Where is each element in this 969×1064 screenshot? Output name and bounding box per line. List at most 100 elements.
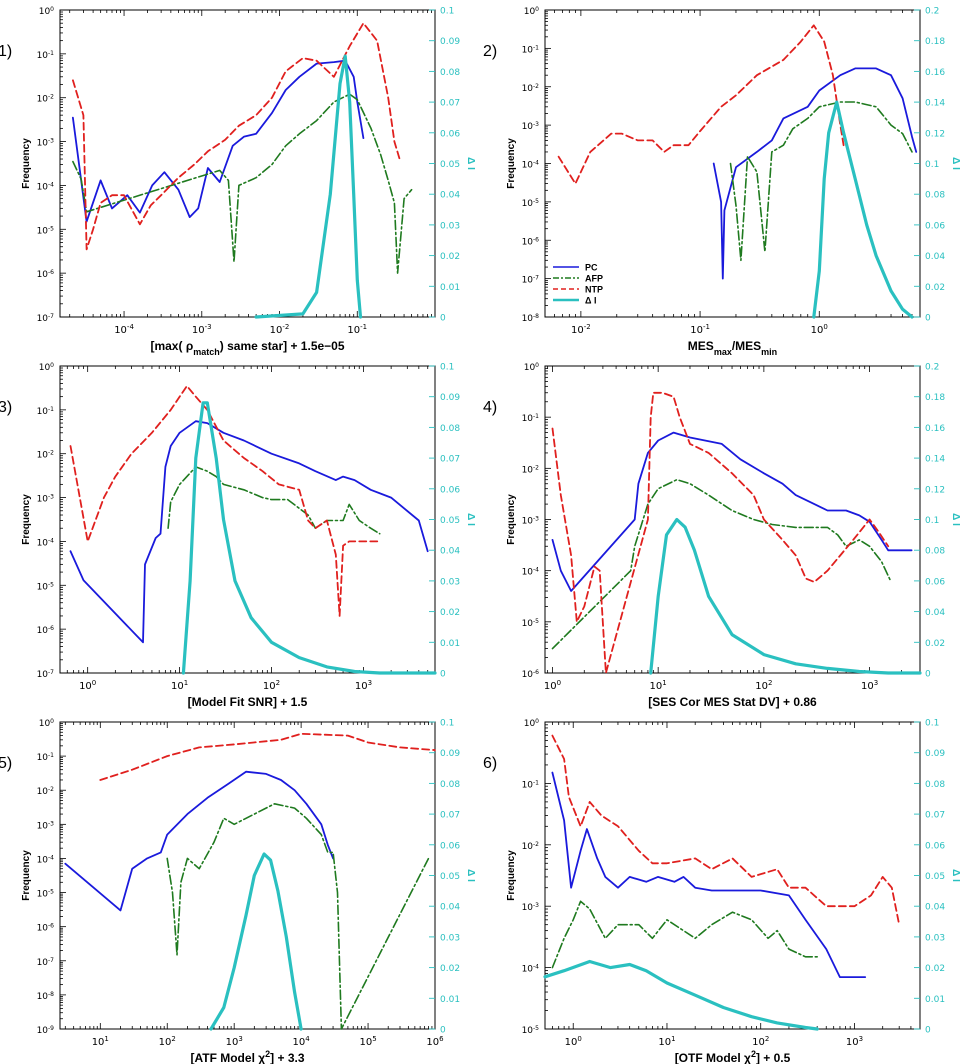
series-delta-i	[812, 100, 914, 319]
panel-3: 100 101 102 103 10-7 10-6 10-5 10-4 10-3 10-2 10-1…	[0, 362, 476, 710]
y-axis-ticks	[60, 365, 66, 674]
y2-axis-ticks: 0 0.01 0.02 0.03 0.04 0.05 0.06 0.07 0.08 0.09 0.1	[429, 719, 460, 1036]
x-axis-label: [max( ρmatch) same star] + 1.5e−05	[150, 339, 344, 357]
y-axis-ticks	[60, 721, 66, 1030]
y2-tick-label: 0.12	[925, 485, 945, 495]
y2-tick-label: 0.03	[925, 933, 945, 943]
y-tick-label: 10-6	[522, 669, 540, 681]
y-tick-label: 10-2	[37, 786, 55, 798]
y2-tick-label: 0.01	[440, 995, 460, 1005]
series-afp	[167, 466, 381, 535]
y-tick-label: 10-2	[522, 464, 540, 476]
y2-axis-ticks: 0 0.01 0.02 0.03 0.04 0.05 0.06 0.07 0.08 0.09 0.1	[429, 363, 460, 680]
legend-label: NTP	[585, 285, 603, 295]
y2-tick-label: 0.08	[925, 547, 945, 557]
y2-axis-ticks: 0 0.01 0.02 0.03 0.04 0.05 0.06 0.07 0.08 0.09 0.1	[914, 719, 945, 1036]
plot-frame	[59, 365, 436, 674]
y-tick-label: 100	[39, 718, 54, 730]
y-tick-label: 10-3	[522, 121, 540, 133]
y2-tick-label: 0.09	[440, 37, 460, 47]
x-tick-label: 104	[293, 1035, 311, 1048]
y2-tick-label: 0.03	[440, 933, 460, 943]
x-axis-label: MESmax/MESmin	[688, 339, 777, 357]
y-axis-label: Frequency	[506, 850, 517, 901]
series-ntp	[551, 391, 890, 674]
y2-tick-label: 0	[925, 314, 931, 324]
series-ntp	[557, 24, 845, 185]
y2-tick-label: 0.08	[925, 191, 945, 201]
series-afp	[72, 93, 413, 274]
y-axis-ticks	[545, 365, 551, 674]
x-axis-label: [ATF Model χ2] + 3.3	[190, 1049, 304, 1064]
y2-tick-label: 0.08	[440, 780, 460, 790]
y2-tick-label: 0	[925, 670, 931, 680]
y-tick-label: 100	[524, 718, 539, 730]
y2-tick-label: 0.02	[925, 639, 945, 649]
y2-axis-label: Δ I	[950, 157, 961, 170]
x-tick-label: 100	[544, 679, 561, 692]
y2-tick-label: 0	[440, 314, 446, 324]
y-tick-label: 100	[39, 6, 54, 18]
panel-2: 10-2 10-1 100 10-8 10-7 10-6 10-5 10-4 10-3 10-2 1…	[483, 6, 961, 358]
y2-tick-label: 0.03	[440, 577, 460, 587]
y-tick-label: 10-1	[37, 49, 55, 61]
panel-label: 5)	[0, 755, 12, 772]
y-tick-label: 10-2	[522, 840, 540, 852]
y-tick-label: 10-7	[37, 956, 55, 968]
y-tick-label: 10-3	[37, 137, 55, 149]
y-tick-label: 100	[524, 362, 539, 374]
y2-tick-label: 0.18	[925, 37, 945, 47]
y2-tick-label: 0.1	[440, 7, 454, 17]
y2-tick-label: 0.14	[925, 455, 945, 465]
y-axis-label: Frequency	[506, 138, 517, 189]
x-tick-label: 10-1	[347, 323, 367, 336]
legend-label: Δ I	[585, 296, 596, 306]
x-tick-label: 10-2	[571, 323, 591, 336]
y2-tick-label: 0.06	[925, 841, 945, 851]
y-axis-label: Frequency	[21, 138, 32, 189]
y2-tick-label: 0.06	[440, 129, 460, 139]
y2-tick-label: 0.02	[925, 964, 945, 974]
y-tick-label: 10-6	[37, 269, 55, 281]
x-axis-ticks	[69, 10, 436, 317]
series-delta-i	[543, 959, 819, 1031]
panel-1: 10-4 10-3 10-2 10-1 10-7 10-6 10-5 10-4 10-3 10-2…	[0, 6, 476, 358]
y-tick-label: 10-4	[522, 963, 540, 975]
y2-tick-label: 0.01	[440, 639, 460, 649]
y2-tick-label: 0.09	[440, 749, 460, 759]
x-tick-label: 10-1	[690, 323, 710, 336]
y-axis-ticks	[545, 9, 551, 318]
y2-tick-label: 0.1	[925, 516, 939, 526]
panel-5: 101 102 103 104 105 106 10-9 10-8 10-7 10-6 10-5 10…	[0, 718, 476, 1064]
y2-tick-label: 0.02	[925, 283, 945, 293]
x-tick-label: 100	[565, 1035, 582, 1048]
x-tick-label: 101	[171, 679, 188, 692]
y2-tick-label: 0.14	[925, 99, 945, 109]
y2-tick-label: 0.01	[925, 995, 945, 1005]
y2-tick-label: 0.04	[925, 608, 945, 618]
series-pc	[551, 431, 913, 592]
x-axis-ticks	[544, 722, 921, 1029]
y2-tick-label: 0.05	[440, 516, 460, 526]
panel-label: 4)	[483, 399, 497, 416]
panel-label: 1)	[0, 43, 12, 60]
y2-tick-label: 0.09	[440, 393, 460, 403]
series-pc	[551, 771, 867, 978]
legend-label: PC	[585, 263, 598, 273]
plot-frame	[59, 721, 436, 1030]
y-tick-label: 10-4	[37, 181, 55, 193]
y-tick-label: 10-6	[37, 625, 55, 637]
x-tick-label: 10-3	[192, 323, 212, 336]
y-tick-label: 10-3	[522, 515, 540, 527]
y-tick-label: 10-5	[522, 197, 540, 209]
y-tick-label: 10-3	[522, 902, 540, 914]
y2-tick-label: 0.08	[925, 780, 945, 790]
y2-axis-label: Δ I	[465, 157, 476, 170]
x-axis-ticks	[547, 366, 921, 673]
x-tick-label: 101	[92, 1035, 109, 1048]
y-tick-label: 10-1	[522, 44, 540, 56]
series-ntp	[99, 732, 436, 781]
y-tick-label: 10-5	[37, 888, 55, 900]
x-tick-label: 102	[263, 679, 280, 692]
y2-tick-label: 0.05	[440, 872, 460, 882]
